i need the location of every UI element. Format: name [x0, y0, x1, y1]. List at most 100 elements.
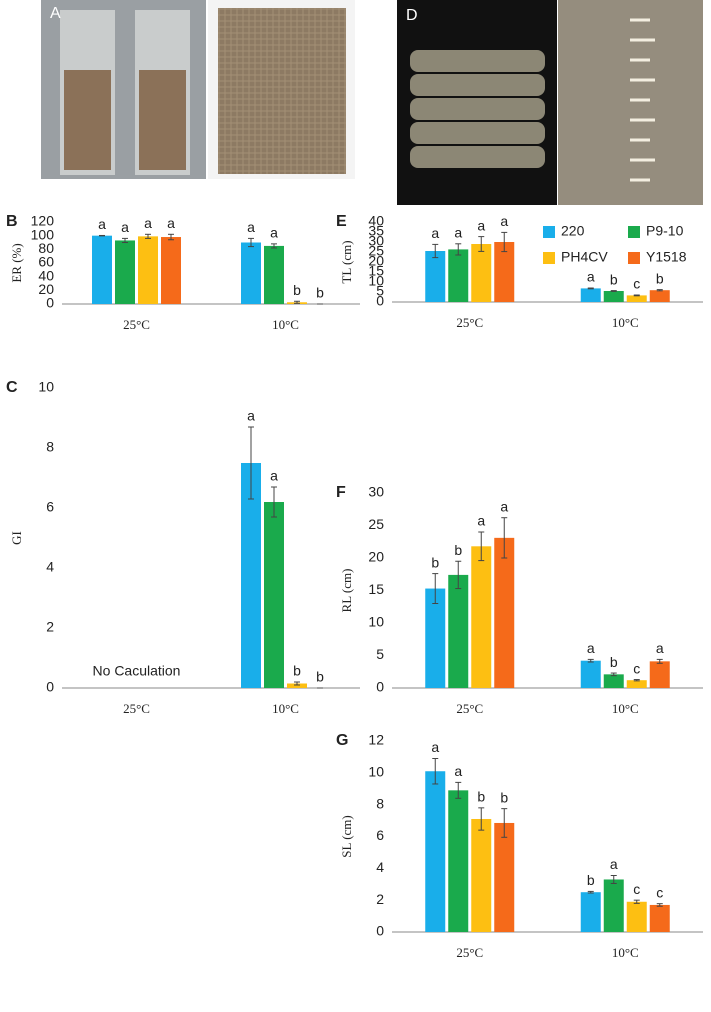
significance-letter: a: [500, 213, 508, 229]
bar: [603, 674, 624, 688]
bar: [494, 242, 515, 302]
y-tick-label: 10: [368, 273, 384, 289]
y-tick-label: 15: [368, 263, 384, 279]
y-tick-label: 8: [46, 439, 54, 455]
x-tick-label: 25°C: [123, 317, 150, 332]
significance-letter: a: [500, 498, 508, 514]
y-tick-label: 4: [376, 859, 384, 875]
panel-label: F: [336, 484, 346, 501]
significance-letter: a: [477, 217, 485, 233]
photo-a: A: [41, 0, 355, 179]
y-tick-label: 10: [368, 764, 384, 780]
bar: [471, 244, 492, 302]
legend-label: P9-10: [646, 223, 684, 239]
y-tick-label: 12: [368, 732, 384, 748]
y-tick-label: 6: [376, 827, 384, 843]
significance-letter: b: [431, 554, 439, 570]
bar: [649, 904, 670, 932]
significance-letter: a: [587, 640, 595, 656]
significance-letter: b: [500, 789, 508, 805]
legend-label: Y1518: [646, 249, 687, 265]
bar: [241, 463, 261, 688]
significance-letter: b: [610, 654, 618, 670]
y-tick-label: 60: [38, 254, 54, 270]
bar: [448, 790, 469, 932]
y-tick-label: 10: [368, 614, 384, 630]
y-tick-label: 2: [376, 891, 384, 907]
bar: [494, 537, 515, 688]
legend-swatch: [628, 226, 640, 238]
bar: [448, 249, 469, 302]
significance-letter: c: [656, 884, 663, 900]
significance-letter: b: [293, 282, 301, 298]
panel-label: G: [336, 732, 348, 749]
y-tick-label: 0: [46, 679, 54, 695]
bar: [626, 295, 647, 302]
y-tick-label: 20: [368, 549, 384, 565]
significance-letter: a: [587, 269, 595, 285]
y-tick-label: 30: [368, 484, 384, 500]
significance-letter: a: [144, 215, 152, 231]
bar: [626, 901, 647, 932]
x-tick-label: 10°C: [612, 315, 639, 330]
significance-letter: a: [610, 856, 618, 872]
bar: [92, 235, 112, 304]
x-tick-label: 25°C: [123, 701, 150, 716]
legend-label: 220: [561, 223, 585, 239]
bar: [626, 680, 647, 688]
y-axis-label: SL (cm): [339, 815, 354, 857]
significance-letter: b: [587, 872, 595, 888]
x-tick-label: 10°C: [272, 701, 299, 716]
y-axis-label: TL (cm): [339, 240, 354, 283]
y-tick-label: 0: [376, 293, 384, 309]
significance-letter: b: [454, 542, 462, 558]
y-tick-label: 20: [368, 253, 384, 269]
significance-letter: b: [316, 669, 324, 685]
panel-label: D: [406, 7, 418, 24]
y-tick-label: 100: [31, 226, 55, 242]
y-tick-label: 0: [46, 295, 54, 311]
legend-swatch: [543, 226, 555, 238]
y-tick-label: 2: [46, 619, 54, 635]
panel-label: E: [336, 213, 347, 230]
bar: [287, 683, 307, 688]
bar: [161, 237, 181, 304]
significance-letter: a: [431, 739, 439, 755]
bar: [471, 546, 492, 688]
y-tick-label: 120: [31, 213, 55, 229]
bar: [494, 822, 515, 932]
bar: [138, 236, 158, 304]
y-tick-label: 4: [46, 559, 54, 575]
bar: [649, 661, 670, 688]
bar: [603, 291, 624, 302]
y-tick-label: 40: [368, 213, 384, 229]
y-axis-label: RL (cm): [339, 569, 354, 613]
significance-letter: a: [656, 640, 664, 656]
bar: [580, 288, 601, 302]
bar: [580, 660, 601, 688]
legend-label: PH4CV: [561, 249, 608, 265]
y-tick-label: 25: [368, 516, 384, 532]
photo-d: D: [397, 0, 703, 205]
bar: [580, 892, 601, 932]
legend-swatch: [628, 252, 640, 264]
y-tick-label: 10: [38, 379, 54, 395]
significance-letter: a: [121, 219, 129, 235]
y-tick-label: 0: [376, 923, 384, 939]
x-tick-label: 10°C: [612, 945, 639, 960]
annotation: No Caculation: [93, 663, 181, 679]
x-tick-label: 10°C: [612, 701, 639, 716]
significance-letter: b: [610, 271, 618, 287]
bar: [425, 251, 446, 302]
bar: [471, 818, 492, 932]
significance-letter: a: [98, 216, 106, 232]
bar: [115, 240, 135, 304]
y-tick-label: 35: [368, 223, 384, 239]
bar: [264, 245, 284, 304]
y-tick-label: 80: [38, 240, 54, 256]
chart: C GI 0 2 4 6 8 10 25°C 10°C a a b b No Caculation: [6, 379, 360, 716]
significance-letter: a: [270, 225, 278, 241]
